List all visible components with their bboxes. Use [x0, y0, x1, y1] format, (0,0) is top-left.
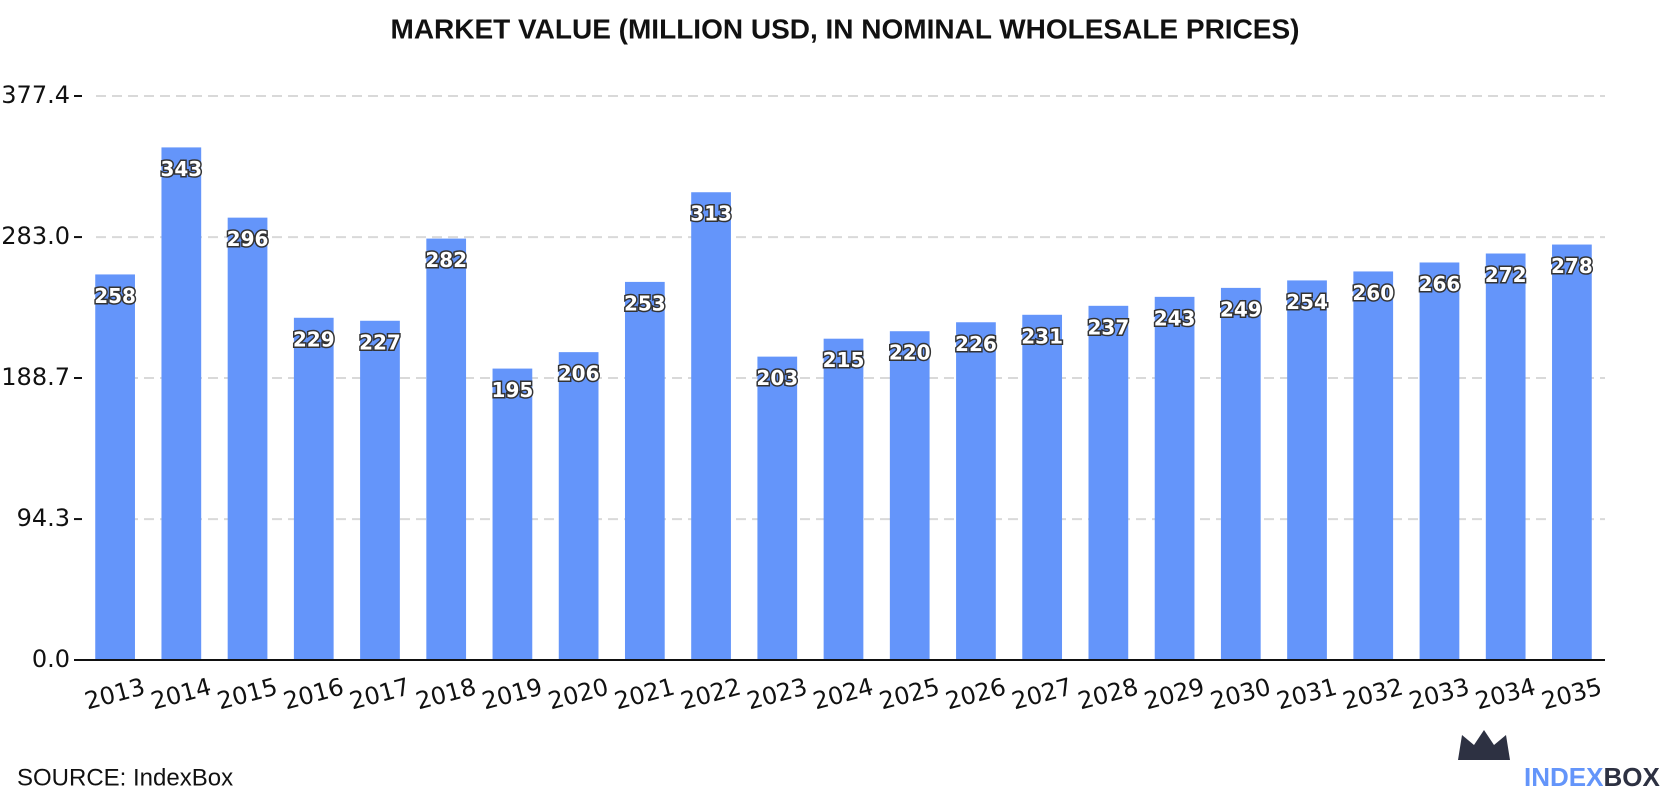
bar	[691, 192, 731, 661]
value-label: 272	[1485, 263, 1527, 287]
value-label: 227	[359, 330, 401, 354]
value-label: 254	[1286, 290, 1328, 314]
bar	[161, 147, 202, 661]
bar	[1419, 262, 1460, 660]
value-label: 215	[823, 348, 865, 372]
value-label: 243	[1154, 306, 1196, 330]
bar	[95, 274, 135, 660]
value-label: 206	[558, 362, 600, 386]
value-label: 260	[1352, 281, 1394, 305]
value-label: 249	[1220, 297, 1262, 321]
x-tick-label: 2018	[413, 673, 479, 716]
x-tick-label: 2016	[280, 673, 346, 716]
logo-text-second: BOX	[1603, 762, 1660, 792]
source: SOURCE: IndexBox	[17, 764, 233, 791]
value-label: 195	[492, 378, 534, 402]
x-tick-label: 2034	[1472, 673, 1538, 716]
x-tick-label: 2017	[347, 673, 413, 716]
bar	[1220, 287, 1261, 660]
bar	[558, 352, 599, 660]
bar	[1022, 314, 1063, 660]
value-label: 229	[293, 327, 335, 351]
logo-text-first: INDEX	[1524, 762, 1604, 792]
chart-title: MARKET VALUE (MILLION USD, IN NOMINAL WH…	[391, 13, 1300, 44]
x-tick-label: 2015	[214, 673, 280, 716]
value-label: 313	[690, 202, 732, 226]
value-label: 237	[1087, 315, 1129, 339]
bar	[492, 368, 533, 660]
y-tick-label: 188.7	[1, 363, 70, 391]
x-tick-label: 2024	[810, 673, 876, 716]
x-tick-label: 2013	[82, 673, 148, 716]
bar	[1154, 296, 1195, 660]
bar	[1287, 280, 1327, 660]
x-tick-label: 2028	[1075, 673, 1141, 716]
bar	[426, 238, 467, 660]
x-tick-label: 2032	[1340, 673, 1406, 716]
y-tick-label: 94.3	[17, 504, 70, 532]
x-tick-label: 2025	[876, 673, 942, 716]
logo-icon	[1458, 730, 1510, 760]
value-label: 203	[756, 366, 798, 390]
logo-text: INDEXBOX	[1524, 762, 1660, 792]
value-label: 253	[624, 291, 666, 315]
bar	[889, 331, 930, 660]
x-tick-label: 2029	[1141, 673, 1207, 716]
value-label: 282	[425, 248, 467, 272]
bar	[1552, 244, 1592, 660]
y-tick-label: 377.4	[1, 81, 70, 109]
value-label: 296	[227, 227, 269, 251]
x-tick-label: 2026	[943, 673, 1009, 716]
x-tick-label: 2021	[611, 673, 677, 716]
value-label: 266	[1419, 272, 1461, 296]
bar	[823, 338, 864, 660]
bar	[360, 320, 400, 660]
x-tick-label: 2027	[1009, 673, 1075, 716]
bar	[293, 317, 334, 660]
value-label: 278	[1551, 254, 1593, 278]
x-tick-label: 2019	[479, 673, 545, 716]
bar	[1353, 271, 1394, 660]
bar	[956, 322, 996, 660]
x-tick-label: 2014	[148, 673, 214, 716]
bar	[1088, 305, 1129, 660]
value-label: 220	[889, 341, 931, 365]
bar	[1485, 253, 1526, 660]
x-tick-label: 2030	[1207, 673, 1273, 716]
y-tick-label: 0.0	[32, 645, 70, 673]
value-label: 343	[160, 157, 202, 181]
x-tick-label: 2020	[545, 673, 611, 716]
bar	[227, 217, 268, 660]
value-label: 258	[94, 284, 136, 308]
x-tick-label: 2033	[1406, 673, 1472, 716]
bar	[757, 356, 798, 660]
y-tick-label: 283.0	[1, 222, 70, 250]
bar	[624, 281, 665, 660]
x-tick-label: 2031	[1274, 673, 1340, 716]
value-label: 231	[1021, 324, 1063, 348]
x-tick-label: 2022	[678, 673, 744, 716]
value-label: 226	[955, 332, 997, 356]
x-tick-label: 2035	[1539, 673, 1605, 716]
logo: INDEXBOX	[1458, 730, 1660, 792]
x-tick-label: 2023	[744, 673, 810, 716]
